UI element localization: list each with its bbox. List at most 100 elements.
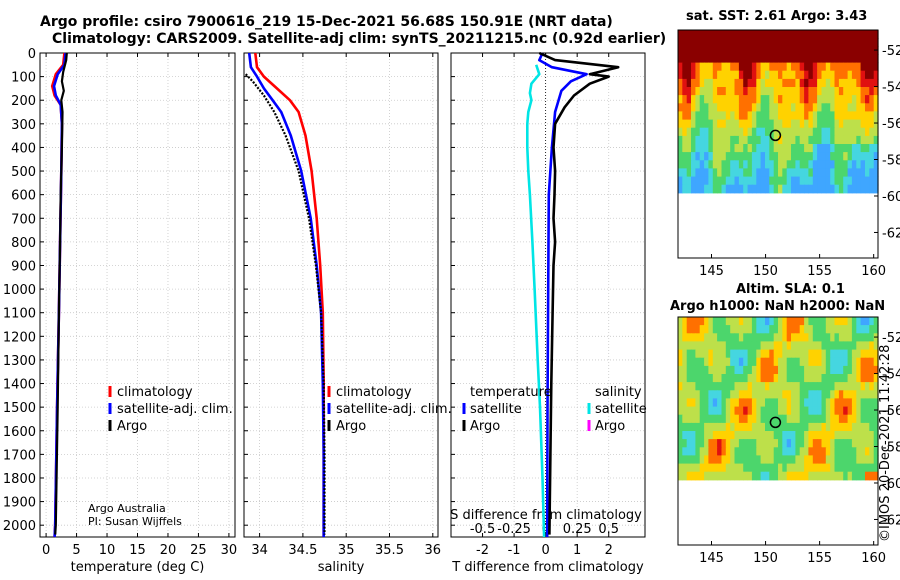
- sst-cell: [695, 78, 701, 88]
- sla-cell: [843, 431, 849, 440]
- sla-cell: [734, 349, 740, 359]
- sst-cell: [812, 103, 818, 112]
- sla-cell: [695, 439, 701, 448]
- sla-cell: [725, 398, 731, 408]
- sla-cell: [856, 455, 862, 465]
- sst-cell: [786, 103, 792, 112]
- sla-cell: [760, 382, 766, 391]
- sst-cell: [782, 135, 788, 145]
- sst-cell: [704, 168, 709, 178]
- sst-cell: [743, 62, 749, 72]
- sla-cell: [838, 398, 844, 408]
- sla-cell: [699, 349, 705, 359]
- sst-cell: [769, 38, 775, 47]
- sla-cell: [738, 406, 744, 416]
- sla-cell: [795, 406, 801, 416]
- sst-cell: [712, 54, 718, 64]
- sst-cell: [869, 176, 875, 186]
- sla-cell: [825, 341, 831, 351]
- sst-cell: [808, 87, 814, 96]
- sst-cell: [769, 95, 775, 104]
- sst-cell: [708, 87, 714, 96]
- sst-cell: [869, 103, 875, 112]
- sla-cell: [682, 349, 688, 359]
- sla-cell: [808, 455, 814, 465]
- panel-salinity: 34 34.5 35 35.5 36salinityclimatologysatelli…: [243, 52, 452, 575]
- sla-cell: [869, 357, 875, 367]
- sla-cell: [834, 414, 840, 424]
- sst-cell: [821, 38, 827, 47]
- sla-cell: [791, 439, 796, 448]
- sst-cell: [869, 160, 875, 169]
- sst-cell: [838, 30, 844, 39]
- sla-cell: [756, 463, 762, 473]
- sst-cell: [704, 144, 709, 153]
- sst-cell: [782, 176, 788, 186]
- sla-cell: [756, 422, 762, 432]
- sla-cell: [747, 325, 753, 334]
- sst-cell: [686, 95, 692, 104]
- sla-cell: [712, 447, 718, 456]
- sst-cell: [847, 144, 853, 153]
- sst-cell: [717, 160, 722, 169]
- sla-cell: [686, 325, 692, 334]
- sst-cell: [712, 144, 718, 153]
- x-axis-label: T difference from climatology: [451, 560, 644, 575]
- sla-cell: [808, 463, 814, 473]
- sst-cell: [760, 78, 766, 88]
- sla-cell: [699, 374, 705, 383]
- sla-cell: [786, 341, 792, 351]
- sla-cell: [782, 365, 788, 375]
- sla-cell: [773, 406, 779, 416]
- sla-cell: [821, 422, 827, 432]
- sla-cell: [847, 317, 853, 326]
- sla-cell: [860, 414, 866, 424]
- sst-cell: [678, 87, 683, 96]
- sst-cell: [821, 103, 827, 112]
- sst-cell: [838, 119, 844, 129]
- sla-cell: [843, 471, 849, 481]
- sst-cell: [786, 111, 792, 121]
- sst-cell: [851, 184, 857, 194]
- sst-cell: [860, 184, 866, 194]
- sla-cell: [865, 365, 870, 375]
- sst-cell: [756, 62, 762, 72]
- sst-cell: [686, 78, 692, 88]
- sst-cell: [830, 111, 836, 121]
- sst-cell: [682, 135, 688, 145]
- sla-cell: [825, 374, 831, 383]
- sst-cell: [838, 144, 844, 153]
- sla-cell: [851, 365, 857, 375]
- sst-cell: [682, 54, 688, 64]
- sla-cell: [708, 471, 714, 481]
- sla-cell: [873, 374, 879, 383]
- sst-cell: [799, 184, 805, 194]
- sla-cell: [712, 325, 718, 334]
- sla-cell: [778, 431, 783, 440]
- sst-cell: [743, 127, 749, 137]
- sst-cell: [695, 70, 701, 80]
- sst-cell: [699, 111, 705, 121]
- sla-cell: [682, 455, 688, 465]
- sst-cell: [860, 160, 866, 169]
- sst-cell: [821, 95, 827, 104]
- sst-cell: [730, 87, 736, 96]
- sla-cell: [751, 374, 757, 383]
- sst-cell: [873, 144, 879, 153]
- sst-cell: [708, 111, 714, 121]
- sla-cell: [717, 317, 722, 326]
- sst-cell: [856, 95, 862, 104]
- sla-cell: [817, 431, 822, 440]
- sla-cell: [751, 317, 757, 326]
- sst-cell: [834, 135, 840, 145]
- sst-cell: [838, 184, 844, 194]
- sla-cell: [860, 341, 866, 351]
- sst-cell: [843, 78, 849, 88]
- y-tick-label: 1300: [3, 354, 36, 369]
- sla-cell: [704, 357, 709, 367]
- sla-cell: [825, 333, 831, 342]
- sst-cell: [678, 168, 683, 178]
- sst-cell: [808, 78, 814, 88]
- sla-cell: [817, 325, 822, 334]
- sla-cell: [760, 471, 766, 481]
